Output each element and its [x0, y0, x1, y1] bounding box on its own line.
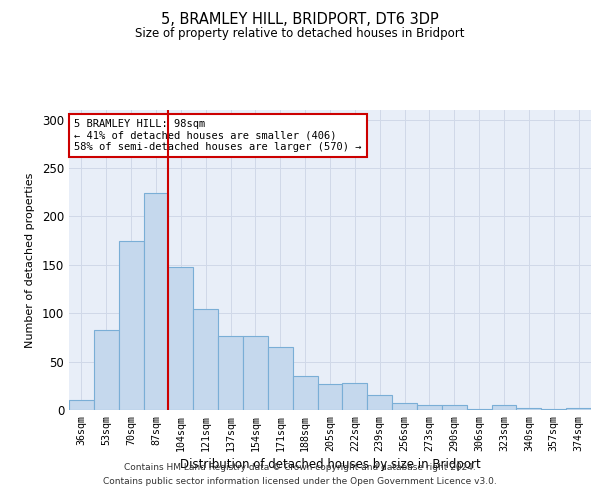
- Bar: [94, 330, 119, 410]
- Bar: [143, 193, 169, 410]
- Bar: [367, 396, 392, 410]
- Text: 5, BRAMLEY HILL, BRIDPORT, DT6 3DP: 5, BRAMLEY HILL, BRIDPORT, DT6 3DP: [161, 12, 439, 28]
- Bar: [69, 400, 94, 410]
- Bar: [293, 376, 317, 410]
- Bar: [243, 336, 268, 410]
- Y-axis label: Number of detached properties: Number of detached properties: [25, 172, 35, 348]
- Bar: [343, 383, 367, 410]
- Text: Contains HM Land Registry data © Crown copyright and database right 2024.: Contains HM Land Registry data © Crown c…: [124, 464, 476, 472]
- Bar: [218, 336, 243, 410]
- X-axis label: Distribution of detached houses by size in Bridport: Distribution of detached houses by size …: [179, 458, 481, 471]
- Bar: [169, 267, 193, 410]
- Text: 5 BRAMLEY HILL: 98sqm
← 41% of detached houses are smaller (406)
58% of semi-det: 5 BRAMLEY HILL: 98sqm ← 41% of detached …: [74, 119, 362, 152]
- Bar: [417, 405, 442, 410]
- Bar: [467, 409, 491, 410]
- Bar: [517, 408, 541, 410]
- Bar: [193, 310, 218, 410]
- Bar: [491, 405, 517, 410]
- Bar: [442, 405, 467, 410]
- Text: Contains public sector information licensed under the Open Government Licence v3: Contains public sector information licen…: [103, 477, 497, 486]
- Text: Size of property relative to detached houses in Bridport: Size of property relative to detached ho…: [135, 28, 465, 40]
- Bar: [317, 384, 343, 410]
- Bar: [119, 240, 143, 410]
- Bar: [392, 403, 417, 410]
- Bar: [566, 408, 591, 410]
- Bar: [268, 347, 293, 410]
- Bar: [541, 409, 566, 410]
